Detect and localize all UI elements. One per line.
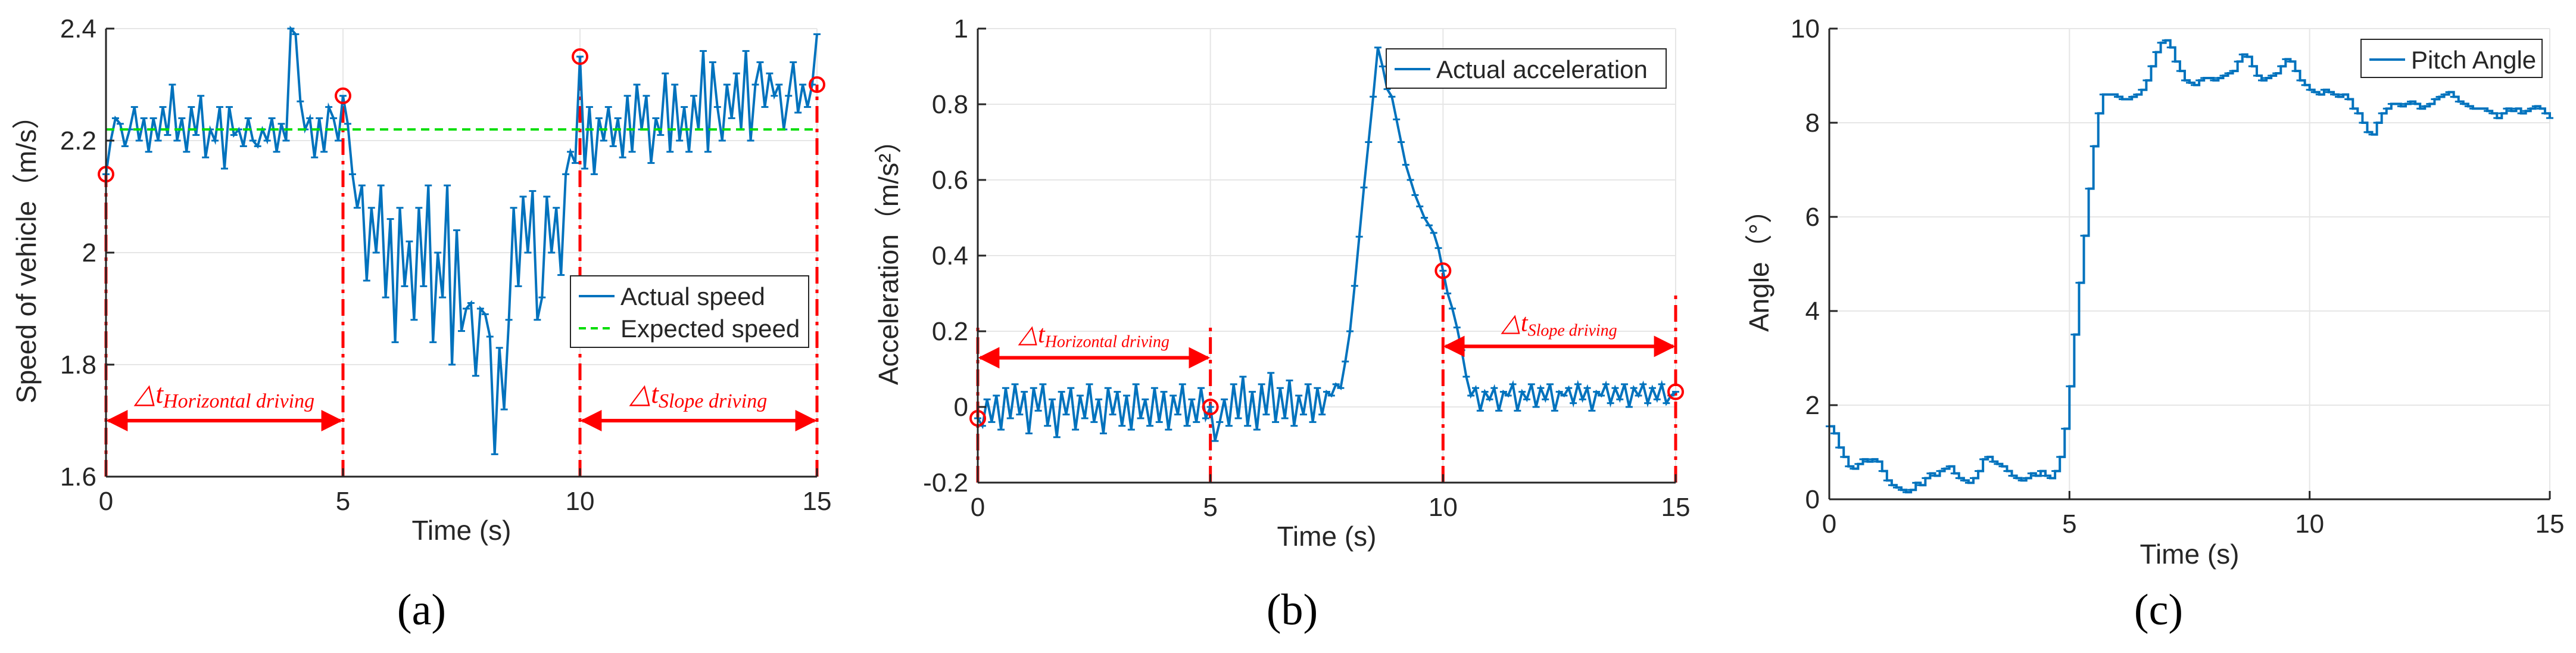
panel-label-c: (c) (2134, 586, 2183, 635)
highlight-marker (1667, 383, 1684, 400)
y-tick-label: 8 (1805, 108, 1820, 138)
y-tick-label: 2 (82, 238, 96, 268)
legend-label: Pitch Angle (2411, 46, 2536, 74)
legend-box (1386, 48, 1667, 89)
y-tick-label: 10 (1791, 14, 1820, 43)
legend-label: Actual acceleration (1436, 55, 1648, 83)
y-tick-label: 2.4 (60, 14, 96, 43)
x-tick-label: 15 (803, 487, 832, 516)
duration-label: △tSlope driving (629, 378, 767, 412)
x-tick-label: 0 (1822, 509, 1836, 539)
x-axis-label: Time (s) (412, 515, 512, 546)
y-tick-label: 4 (1805, 297, 1820, 326)
y-tick-label: 0.2 (932, 317, 968, 346)
duration-label: △tHorizontal driving (1018, 321, 1170, 351)
panel-label-b: (b) (1267, 586, 1318, 635)
legend: Actual acceleration (1386, 48, 1667, 89)
y-tick-label: -0.2 (923, 468, 968, 497)
x-tick-label: 10 (2295, 509, 2324, 539)
y-tick-label: 0.8 (932, 90, 968, 119)
legend: Pitch Angle (2360, 39, 2543, 78)
y-tick-label: 1.8 (60, 350, 96, 380)
highlight-marker (809, 76, 825, 93)
duration-symbol: △t (133, 378, 164, 409)
y-tick-label: 1.6 (60, 462, 96, 492)
duration-symbol: △t (629, 378, 659, 409)
y-tick-label: 1 (954, 14, 968, 43)
y-tick-label: 2 (1805, 391, 1820, 420)
x-tick-label: 15 (2536, 509, 2565, 539)
plot-area (1829, 29, 2550, 499)
y-axis-label: Angle（°） (1744, 196, 1774, 332)
duration-subscript: Horizontal driving (163, 390, 314, 412)
x-axis-label: Time (s) (2140, 539, 2240, 570)
legend-box (570, 275, 809, 348)
duration-subscript: Slope driving (659, 390, 767, 412)
highlight-marker (1202, 399, 1219, 415)
highlight-marker (335, 87, 351, 104)
y-tick-label: 6 (1805, 203, 1820, 232)
y-tick-label: 0 (954, 393, 968, 422)
duration-symbol: △t (1501, 309, 1529, 337)
duration-label: △tHorizontal driving (133, 378, 314, 412)
highlight-marker (1434, 262, 1452, 279)
y-axis-label: Speed of vehicle（m/s） (11, 102, 42, 403)
legend-label: Expected speed (620, 315, 800, 343)
duration-subscript: Slope driving (1528, 321, 1617, 340)
duration-label: △tSlope driving (1501, 309, 1617, 340)
x-tick-label: 0 (971, 493, 985, 522)
x-tick-label: 5 (2062, 509, 2076, 539)
y-tick-label: 0.6 (932, 166, 968, 195)
y-axis-label: Acceleration（m/s²） (873, 126, 904, 385)
x-tick-label: 0 (99, 487, 113, 516)
x-tick-label: 5 (1203, 493, 1217, 522)
x-tick-label: 15 (1661, 493, 1691, 522)
panel-c-pitch-angle: 0 5 10 15 0 2 4 6 8 10 Time (s) Angle（°） Pitch Angle (1744, 14, 2564, 570)
duration-subscript: Horizontal driving (1044, 332, 1170, 351)
x-tick-label: 5 (336, 487, 350, 516)
duration-symbol: △t (1018, 321, 1046, 348)
highlight-marker (572, 48, 588, 65)
legend-label: Actual speed (620, 282, 765, 310)
x-tick-label: 10 (566, 487, 595, 516)
pitch-angle-line (1829, 39, 2551, 494)
legend: Actual speed Expected speed (570, 275, 809, 348)
x-axis-label: Time (s) (1277, 521, 1377, 552)
y-tick-label: 0 (1805, 485, 1820, 514)
panel-label-a: (a) (397, 586, 446, 635)
y-tick-label: 0.4 (932, 241, 968, 270)
x-tick-label: 10 (1429, 493, 1458, 522)
y-tick-label: 2.2 (60, 126, 96, 156)
